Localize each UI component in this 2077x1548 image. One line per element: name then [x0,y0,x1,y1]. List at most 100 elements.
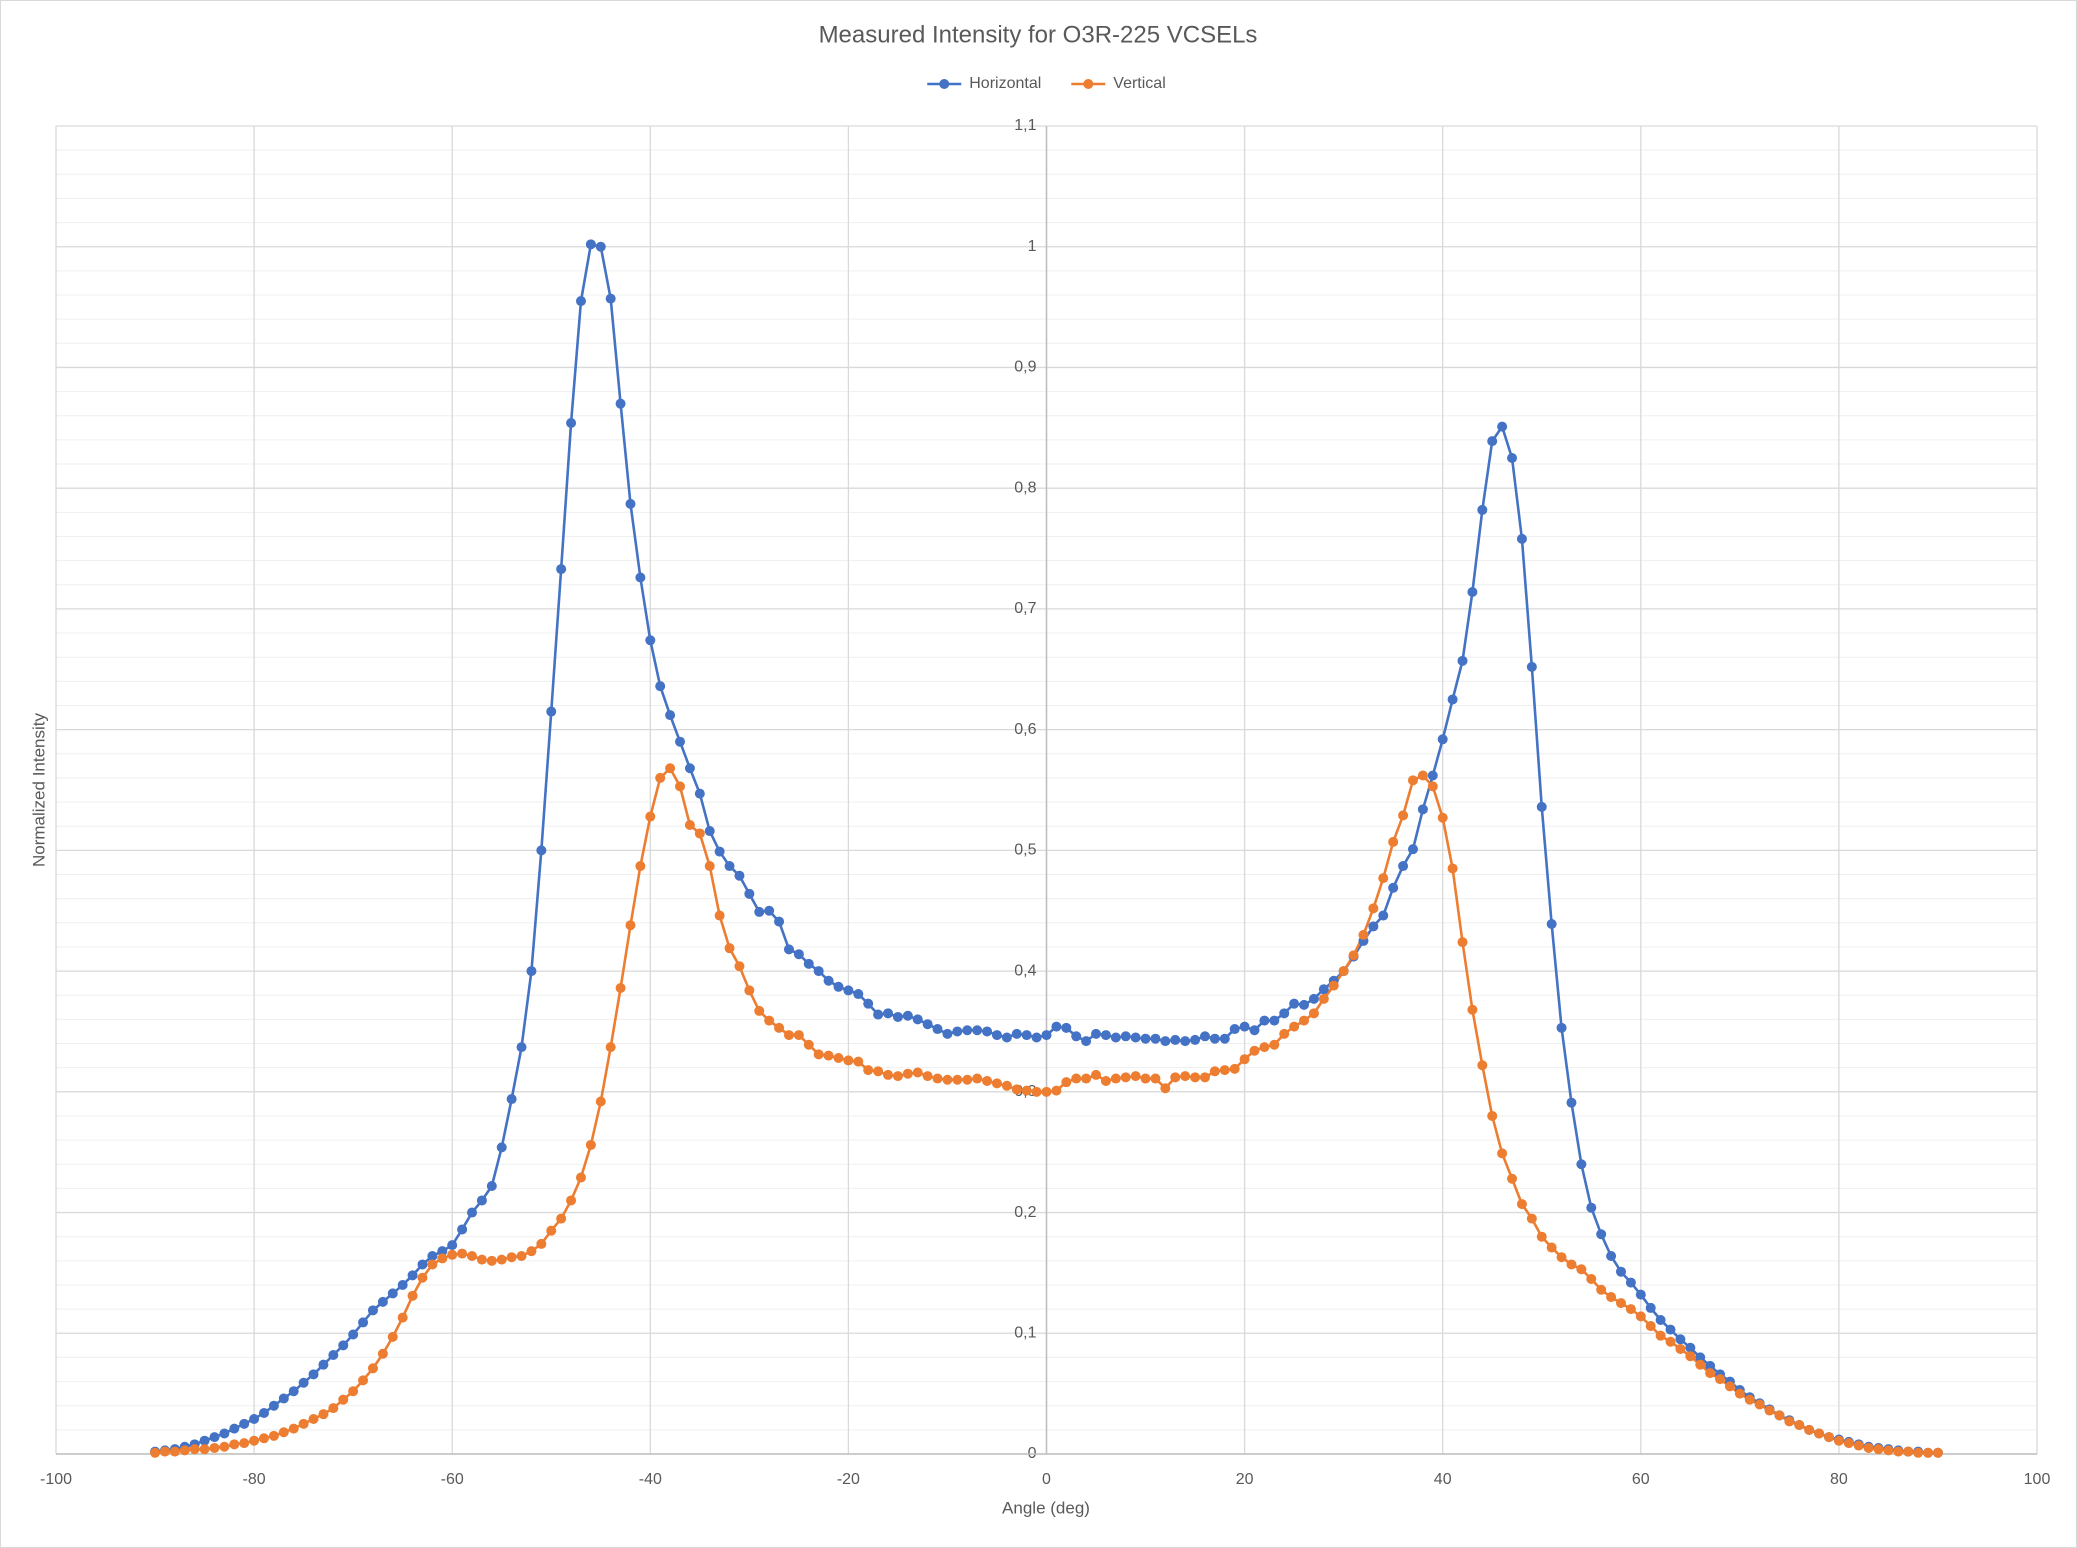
data-point [199,1435,210,1446]
y-axis-label: Normalized Intensity [29,713,48,868]
data-point [377,1348,388,1359]
x-tick-label: -100 [40,1471,72,1488]
data-point [734,870,745,881]
data-point [1269,1039,1280,1050]
data-point [308,1413,319,1424]
data-point [962,1074,973,1085]
data-point [1081,1073,1092,1084]
legend-item: Horizontal [927,75,1041,92]
data-point [625,498,636,509]
data-point [1794,1420,1805,1431]
data-point [219,1428,230,1439]
data-point [457,1248,468,1259]
plot-area [150,239,1943,1458]
data-point [1507,453,1518,463]
data-point [1685,1342,1696,1353]
data-point [1338,966,1349,977]
data-point [447,1240,458,1251]
data-point [942,1028,953,1039]
data-point [605,1042,616,1053]
data-point [288,1423,299,1434]
data-point [972,1025,983,1036]
data-point [991,1078,1002,1089]
data-point [962,1025,973,1036]
data-point [744,985,755,996]
data-point [358,1375,369,1386]
data-point [546,1225,557,1236]
data-point [1180,1071,1191,1082]
data-point [952,1026,963,1037]
data-point [268,1400,279,1411]
data-point [377,1296,388,1307]
data-point [694,828,705,839]
data-point [437,1253,448,1264]
data-point [1328,980,1339,991]
data-point [1467,587,1478,598]
data-point [1110,1073,1121,1084]
data-point [367,1305,378,1316]
data-point [358,1317,369,1328]
data-point [1249,1045,1260,1056]
data-point [1160,1036,1171,1047]
data-point [585,239,596,250]
data-point [1219,1065,1230,1076]
data-point [1120,1031,1131,1042]
legend-item: Vertical [1071,75,1166,92]
data-point [754,1005,765,1016]
data-point [764,1015,775,1026]
data-point [298,1377,309,1388]
y-tick-label: 0,2 [1014,1204,1036,1221]
data-point [397,1279,408,1290]
x-tick-label: 100 [2024,1471,2051,1488]
data-point [1021,1030,1032,1041]
data-point [1308,993,1319,1004]
data-point [1893,1446,1904,1457]
data-point [1219,1033,1230,1044]
data-point [1447,863,1458,874]
data-point [1447,694,1458,705]
data-point [724,861,735,872]
data-point [1536,801,1547,812]
data-point [1635,1311,1646,1322]
data-point [1586,1202,1597,1213]
data-point [595,241,606,252]
data-point [645,635,656,646]
data-point [922,1071,933,1082]
data-point [675,781,686,792]
data-point [516,1251,527,1262]
data-point [179,1445,190,1456]
data-point [1417,770,1428,781]
data-point [1180,1036,1191,1047]
data-point [526,1246,537,1257]
data-point [883,1008,894,1019]
data-point [1427,770,1438,781]
data-point [892,1011,903,1022]
data-point [407,1290,418,1301]
data-point [229,1423,240,1434]
data-point [1883,1445,1894,1456]
data-point [615,982,626,993]
data-point [348,1386,359,1397]
data-point [1764,1405,1775,1416]
data-point [338,1340,349,1351]
data-point [1299,999,1310,1010]
legend-label: Horizontal [969,75,1041,92]
data-point [417,1259,428,1270]
data-point [902,1010,913,1021]
data-point [635,572,646,583]
legend-marker [1083,79,1094,89]
data-point [1695,1359,1706,1370]
data-point [1289,1021,1300,1032]
data-point [1308,1008,1319,1019]
y-tick-label: 1 [1028,238,1037,255]
data-point [476,1195,487,1206]
x-tick-label: -80 [243,1471,266,1488]
data-point [249,1413,260,1424]
data-point [764,905,775,916]
data-point [1665,1336,1676,1347]
data-point [259,1407,270,1418]
data-point [853,989,864,1000]
data-point [982,1075,993,1086]
data-point [219,1441,230,1452]
data-point [1596,1229,1607,1240]
